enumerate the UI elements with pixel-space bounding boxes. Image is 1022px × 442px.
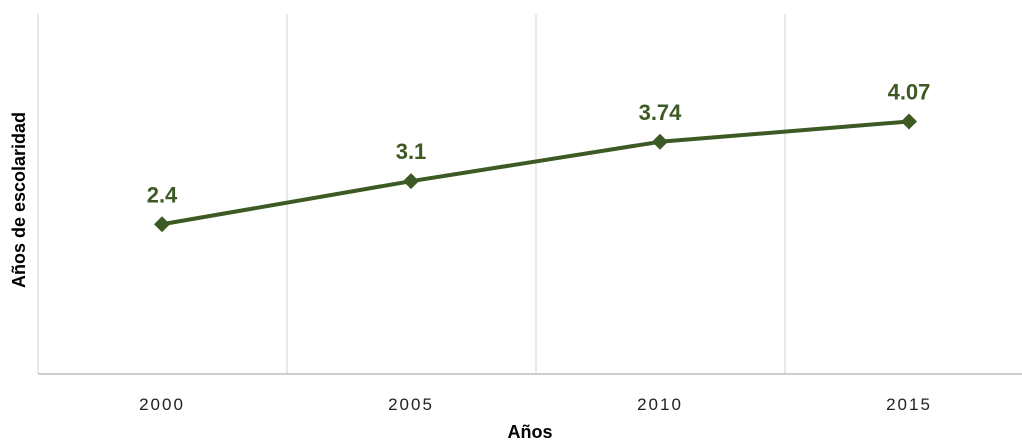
x-tick-label-2010: 2010 [637,395,683,414]
data-label-2005: 3.1 [396,139,427,164]
data-labels: 2.4 3.1 3.74 4.07 [147,79,931,207]
data-label-2010: 3.74 [639,100,683,125]
series-line-group [154,113,917,233]
data-point-2005[interactable] [403,173,419,190]
x-tick-label-2015: 2015 [886,395,932,414]
x-tick-label-2000: 2000 [139,395,185,414]
y-axis-title: Años de escolaridad [9,112,29,288]
data-point-2015[interactable] [901,113,917,130]
data-point-2010[interactable] [652,133,668,150]
x-tick-label-2005: 2005 [388,395,434,414]
data-point-2000[interactable] [154,216,170,233]
series-line [161,119,910,227]
x-axis-title: Años [508,422,553,442]
x-tick-labels: 2000 2005 2010 2015 [139,395,932,414]
data-label-2015: 4.07 [888,79,931,104]
gridlines [37,14,786,374]
data-label-2000: 2.4 [147,182,178,207]
